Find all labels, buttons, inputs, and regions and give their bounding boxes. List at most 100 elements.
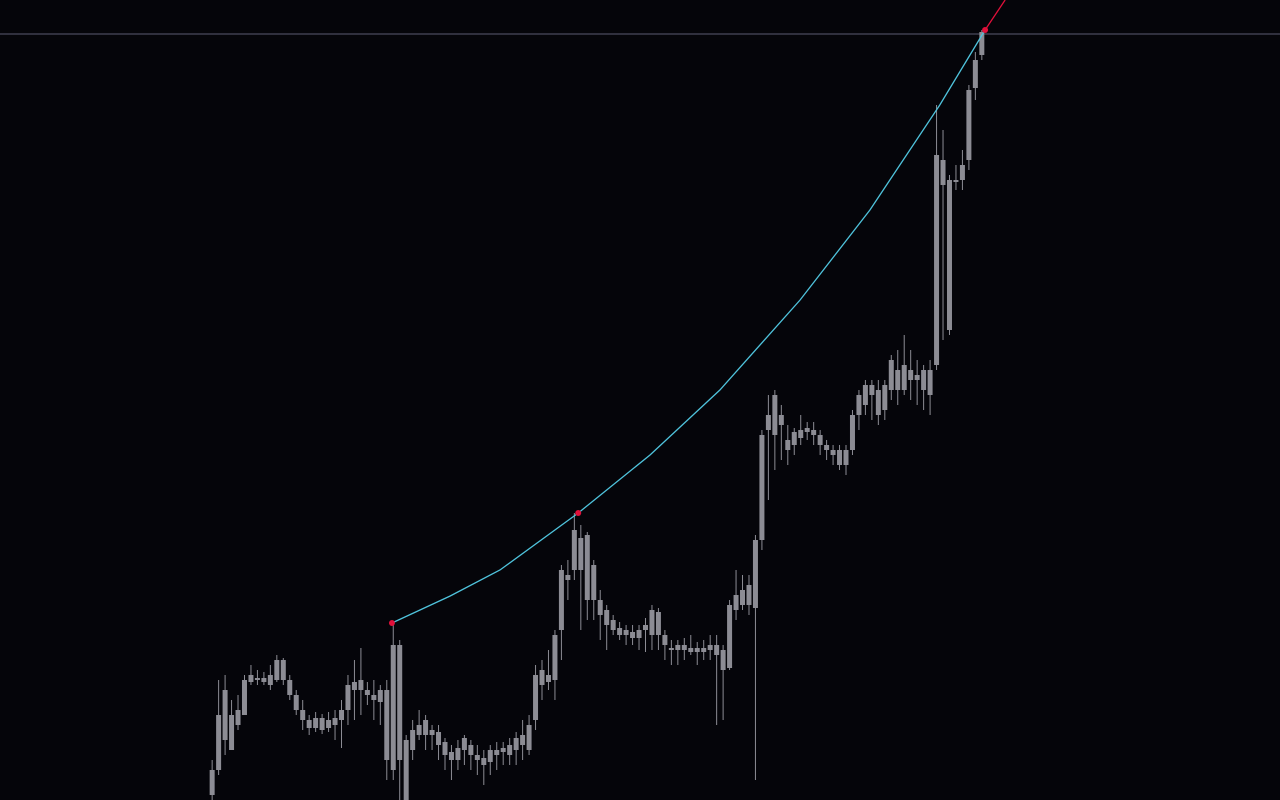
candle-body (591, 565, 597, 600)
candle-body (274, 660, 280, 680)
candle-body (785, 440, 791, 450)
candle-body (953, 180, 959, 182)
pivot-point (575, 510, 582, 516)
candle-body (623, 630, 629, 635)
candle-body (578, 538, 584, 570)
candle-body (442, 742, 448, 755)
candle-body (733, 595, 739, 610)
candle-body (487, 750, 493, 762)
candle-body (662, 635, 668, 645)
candle-body (714, 645, 720, 655)
candle-body (571, 530, 577, 570)
candle-body (610, 620, 616, 630)
candle-body (875, 390, 881, 415)
candle-body (727, 605, 733, 668)
candle-body (901, 365, 907, 390)
candle-body (746, 585, 752, 605)
candle-body (429, 730, 435, 735)
candle-body (927, 370, 933, 395)
candle-body (254, 678, 260, 680)
candle-body (235, 710, 241, 725)
candle-body (216, 715, 222, 770)
candle-body (326, 720, 332, 728)
candle-body (461, 738, 467, 750)
candle-body (261, 678, 267, 682)
candle-body (209, 770, 215, 795)
candle-body (856, 395, 862, 415)
candle-body (448, 752, 454, 760)
candle-body (772, 395, 778, 435)
candle-body (701, 648, 707, 652)
candle-body (804, 428, 810, 432)
candle-body (507, 745, 513, 755)
candle-body (306, 720, 312, 728)
candle-body (649, 610, 655, 635)
candle-body (416, 725, 422, 735)
candle-body (565, 575, 571, 580)
candle-body (940, 160, 946, 185)
candle-body (358, 680, 364, 690)
candle-body (364, 690, 370, 695)
candle-body (436, 732, 442, 745)
candle-body (390, 645, 396, 770)
candle-body (526, 725, 532, 750)
candle-body (513, 738, 519, 750)
candle-body (500, 748, 506, 752)
candle-body (688, 648, 694, 652)
candle-body (397, 645, 403, 760)
candle-body (869, 385, 875, 395)
candle-body (280, 660, 286, 680)
candle-body (765, 415, 771, 430)
candle-body (798, 430, 804, 438)
extension-line (984, 0, 1006, 31)
candle-body (539, 670, 545, 685)
candle-body (287, 680, 293, 695)
candle-body (313, 718, 319, 728)
candle-body (597, 600, 603, 615)
candle-body (830, 450, 836, 455)
candle-body (423, 720, 429, 735)
candle-body (604, 610, 610, 625)
candle-body (843, 450, 849, 465)
candle-body (377, 690, 383, 702)
candle-body (921, 370, 927, 390)
candle-body (552, 635, 558, 680)
candle-body (241, 680, 247, 715)
candle-body (345, 685, 351, 710)
candle-body (222, 690, 228, 740)
candle-body (655, 612, 661, 635)
candle-body (455, 748, 461, 760)
candle-body (545, 675, 551, 682)
candle-body (966, 90, 972, 160)
candle-body (908, 370, 914, 380)
candle-body (668, 648, 674, 650)
candle-body (558, 570, 564, 630)
candle-body (914, 375, 920, 380)
candle-body (837, 450, 843, 465)
candle-body (778, 415, 784, 425)
candle-body (410, 730, 416, 750)
candle-body (811, 430, 817, 435)
candle-body (675, 645, 681, 650)
candle-body (720, 650, 726, 670)
candle-body (371, 695, 377, 700)
candle-body (494, 750, 500, 755)
candle-body (636, 630, 642, 638)
candle-body (959, 165, 965, 180)
candle-body (468, 745, 474, 755)
candle-body (533, 675, 539, 720)
candle-body (617, 628, 623, 635)
candle-body (888, 360, 894, 390)
candle-body (752, 540, 758, 608)
candle-body (882, 385, 888, 410)
candle-body (895, 370, 901, 390)
candle-body (319, 718, 325, 730)
candle-body (630, 632, 636, 638)
pivot-point (982, 27, 989, 33)
candle-body (934, 155, 940, 365)
candle-body (520, 735, 526, 745)
candle-body (740, 590, 746, 605)
candle-body (642, 625, 648, 630)
candle-body (584, 535, 590, 600)
